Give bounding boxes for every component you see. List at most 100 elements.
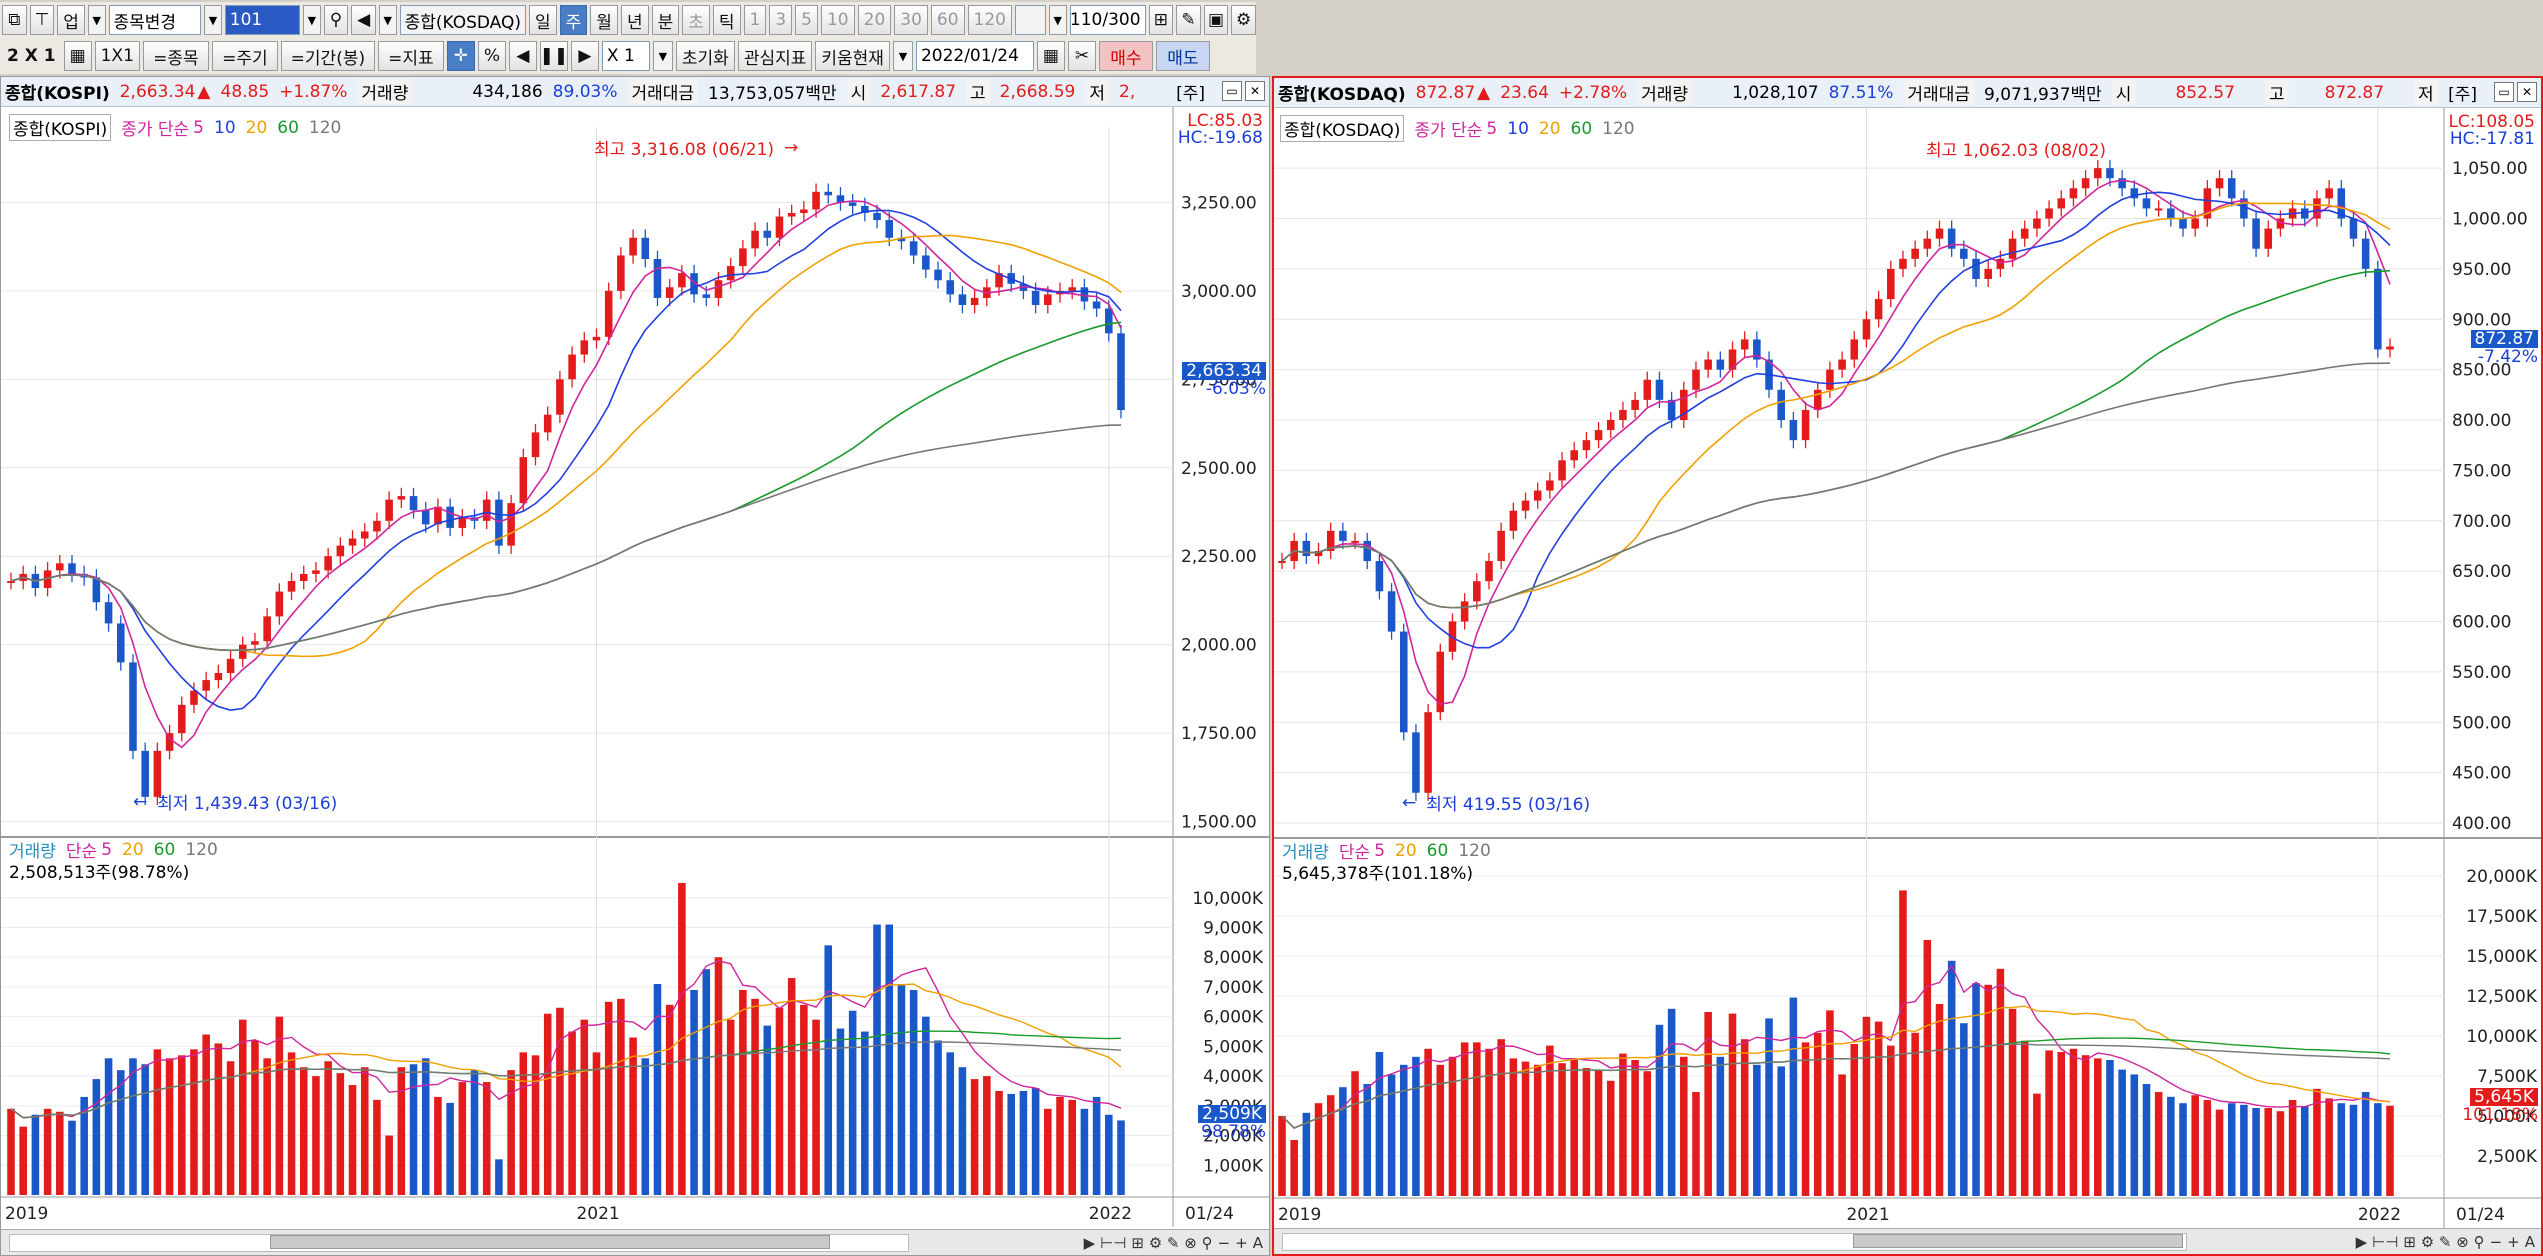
volume-bar	[80, 1096, 88, 1195]
volume-pct: 89.03%	[552, 81, 618, 102]
period-year[interactable]: 년	[620, 5, 649, 35]
code-dropdown[interactable]: ▼	[303, 5, 321, 35]
legend-ma[interactable]: 종가 단순	[1414, 121, 1483, 141]
axis-bg	[1173, 107, 1269, 1237]
interval-1[interactable]: 1	[743, 5, 767, 35]
window-menu-icon[interactable]: ⧉	[2, 5, 27, 35]
multiplier-dropdown[interactable]: ▼	[652, 41, 673, 71]
interval-custom-dropdown[interactable]: ▼	[1048, 5, 1067, 35]
scroll-right-icon[interactable]: ▶	[2355, 1232, 2368, 1251]
kosdaq-chart-svg[interactable]: 1,050.00 1,000.00 950.00 900.00 850.00 800.00…	[1274, 78, 2543, 1256]
interval-60[interactable]: 60	[930, 5, 965, 35]
vol-legend-name[interactable]: 거래량	[1282, 843, 1329, 863]
pause-icon[interactable]: ❚❚	[540, 41, 568, 71]
stock-change-field[interactable]: 종목변경	[108, 5, 202, 35]
crosshair-icon[interactable]: ✛	[446, 41, 475, 71]
volume-bar	[604, 1001, 613, 1195]
link-indicator-button[interactable]: =지표	[377, 41, 444, 71]
scroll-track[interactable]	[9, 1233, 909, 1252]
close-icon[interactable]: ✕	[2517, 82, 2537, 102]
font-icon[interactable]: A	[2524, 1232, 2535, 1251]
calendar-icon[interactable]: ▦	[1036, 41, 1065, 71]
price-tag-pct: -7.42%	[2477, 347, 2538, 367]
stock-change-dropdown[interactable]: ▼	[204, 5, 222, 35]
zoom-out-icon[interactable]: −	[1217, 1233, 1231, 1252]
period-second[interactable]: 초	[682, 5, 710, 35]
zoom-out-icon[interactable]: −	[2489, 1232, 2503, 1251]
grid-tool-icon[interactable]: ⊞	[1148, 5, 1174, 35]
horizontal-scrollbar[interactable]: ▶ ⊢⊣ ⊞ ⚙ ✎ ⊗ ⚲ − + A	[1274, 1228, 2541, 1254]
scroll-right-icon[interactable]: ▶	[570, 41, 599, 71]
delete-icon[interactable]: ✂	[1067, 41, 1096, 71]
layout-1x1-button[interactable]: 1X1	[94, 41, 140, 71]
interval-120[interactable]: 120	[967, 5, 1012, 35]
zoom-in-icon[interactable]: +	[2507, 1232, 2520, 1251]
range-icon[interactable]: ⊢⊣	[1100, 1233, 1127, 1252]
price-tick-label: 1,750.00	[1181, 724, 1257, 744]
legend-ma5: 5	[193, 117, 204, 138]
kiwoom-dropdown[interactable]: ▼	[892, 41, 913, 71]
scroll-right-icon[interactable]: ▶	[1083, 1233, 1096, 1252]
close-icon[interactable]: ✕	[1245, 81, 1265, 101]
link-stock-button[interactable]: =종목	[142, 41, 209, 71]
zoom-in-icon[interactable]: +	[1235, 1233, 1248, 1252]
pin-icon[interactable]: ⊤	[29, 5, 55, 35]
settings-gear-icon[interactable]: ⚙	[1231, 5, 1256, 35]
save-icon[interactable]: ▣	[1203, 5, 1229, 35]
hc-value: HC:-19.68	[1177, 128, 1263, 148]
volume-bar	[2374, 1103, 2382, 1196]
speaker-icon[interactable]: ◀	[351, 5, 376, 35]
vol-legend-ma[interactable]: 단순	[1338, 843, 1371, 863]
reset-button[interactable]: 초기화	[675, 41, 735, 71]
kiwoom-current-button[interactable]: 키움현재	[815, 41, 890, 71]
period-day[interactable]: 일	[529, 5, 557, 35]
kospi-chart-svg[interactable]: 3,250.003,000.002,750.002,500.002,250.00…	[1, 77, 1270, 1256]
tool-icons[interactable]: ⊞ ⚙ ✎ ⊗ ⚲	[1131, 1233, 1213, 1252]
draw-tool-icon[interactable]: ✎	[1176, 5, 1201, 35]
date-input[interactable]: 2022/01/24	[915, 41, 1034, 71]
link-period-button[interactable]: =주기	[211, 41, 278, 71]
interval-20[interactable]: 20	[857, 5, 892, 35]
multiplier-field[interactable]: X 1	[601, 41, 650, 71]
scroll-track[interactable]	[1282, 1232, 2187, 1251]
price-tick-label: 1,500.00	[1181, 813, 1257, 833]
restore-icon[interactable]: ▭	[2494, 82, 2514, 102]
zoom-tools: ▶ ⊢⊣ ⊞ ⚙ ✎ ⊗ ⚲ − + A	[2356, 1233, 2535, 1251]
market-type-button[interactable]: 업	[57, 5, 85, 35]
legend-index[interactable]: 종합(KOSDAQ)	[1280, 115, 1405, 142]
interval-10[interactable]: 10	[820, 5, 855, 35]
link-range-button[interactable]: =기간(봉)	[280, 41, 375, 71]
market-dropdown-arrow[interactable]: ▼	[87, 5, 106, 35]
interval-5[interactable]: 5	[795, 5, 818, 35]
interval-3[interactable]: 3	[769, 5, 793, 35]
candle	[2057, 198, 2066, 209]
sell-button[interactable]: 매도	[1155, 41, 1210, 71]
bar-count-input[interactable]: 110/300	[1069, 5, 1146, 35]
horizontal-scrollbar[interactable]: ▶ ⊢⊣ ⊞ ⚙ ✎ ⊗ ⚲ − + A	[1, 1229, 1269, 1255]
scroll-thumb[interactable]	[1853, 1233, 2183, 1248]
period-month[interactable]: 월	[590, 5, 618, 35]
layout-grid-icon[interactable]: ▦	[63, 41, 92, 71]
scroll-left-icon[interactable]: ◀	[508, 41, 537, 71]
period-minute[interactable]: 분	[651, 5, 680, 35]
tool-icons[interactable]: ⊞ ⚙ ✎ ⊗ ⚲	[2403, 1232, 2485, 1251]
period-tick[interactable]: 틱	[712, 5, 741, 35]
buy-button[interactable]: 매수	[1098, 41, 1153, 71]
search-icon[interactable]: ⚲	[323, 5, 349, 35]
restore-icon[interactable]: ▭	[1222, 81, 1242, 101]
scroll-thumb[interactable]	[270, 1234, 830, 1249]
period-week[interactable]: 주	[559, 5, 588, 35]
interval-30[interactable]: 30	[894, 5, 928, 35]
range-icon[interactable]: ⊢⊣	[2372, 1232, 2399, 1251]
speaker-dropdown[interactable]: ▼	[378, 5, 397, 35]
font-icon[interactable]: A	[1252, 1233, 1263, 1252]
volume-tick-label: 1,000K	[1203, 1156, 1264, 1176]
vol-legend-ma[interactable]: 단순	[65, 842, 98, 862]
code-input[interactable]: 101	[224, 5, 301, 35]
vol-legend-name[interactable]: 거래량	[9, 842, 56, 862]
legend-index[interactable]: 종합(KOSPI)	[9, 114, 112, 141]
legend-ma[interactable]: 종가 단순	[121, 120, 190, 140]
interest-indicator-button[interactable]: 관심지표	[737, 41, 813, 71]
interval-custom-input[interactable]	[1015, 5, 1046, 35]
percent-button[interactable]: %	[477, 41, 506, 71]
